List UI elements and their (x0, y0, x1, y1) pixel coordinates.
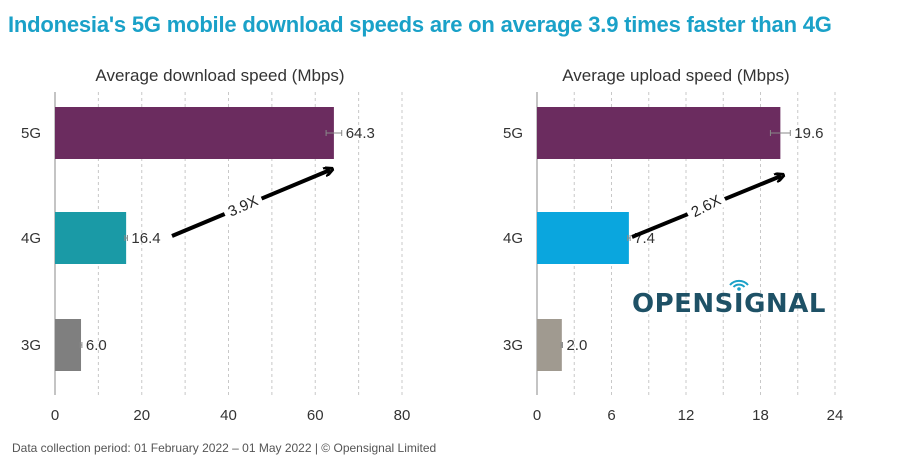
data-label: 2.0 (566, 337, 587, 354)
logo-text-end: GNAL (744, 289, 826, 319)
x-tick-label: 20 (133, 407, 150, 424)
arrow-ratio-label: 3.9X (226, 192, 261, 220)
logo-letter-i-with-signal: I (729, 279, 749, 319)
category-label: 4G (21, 230, 41, 247)
data-label: 19.6 (794, 125, 823, 142)
category-label: 3G (503, 337, 523, 354)
x-tick-label: 6 (607, 407, 615, 424)
opensignal-logo: OPENS I GNAL (632, 279, 826, 319)
category-label: 5G (21, 125, 41, 142)
category-label: 3G (21, 337, 41, 354)
x-tick-label: 0 (51, 407, 59, 424)
upload-speed-chart: Average upload speed (Mbps) 0 6 12 18 24 5G 19.… (503, 66, 843, 424)
arrow-label-bg (220, 187, 265, 223)
subplot-title: Average upload speed (Mbps) (562, 66, 789, 85)
bar-3g (55, 319, 82, 371)
bar-5g (55, 107, 334, 159)
bar-4g (537, 212, 629, 264)
footer-note: Data collection period: 01 February 2022… (12, 441, 437, 455)
bar-3g (537, 319, 562, 371)
category-label: 4G (503, 230, 523, 247)
bar-4g (55, 212, 127, 264)
x-tick-label: 24 (827, 407, 844, 424)
chart-title: Indonesia's 5G mobile download speeds ar… (8, 12, 832, 37)
subplot-title: Average download speed (Mbps) (95, 66, 344, 85)
bar-5g (537, 107, 781, 159)
x-tick-label: 40 (220, 407, 237, 424)
x-tick-label: 60 (307, 407, 324, 424)
x-tick-label: 0 (533, 407, 541, 424)
download-speed-chart: Average download speed (Mbps) 0 20 40 60 80 5G… (21, 66, 410, 424)
data-label: 16.4 (131, 230, 160, 247)
arrow-label-bg (683, 187, 728, 224)
x-tick-label: 80 (394, 407, 411, 424)
logo-text-start: OPENS (632, 289, 734, 319)
logo-letter-i: I (733, 289, 745, 319)
x-tick-label: 12 (678, 407, 695, 424)
category-label: 5G (503, 125, 523, 142)
wifi-signal-icon (729, 279, 749, 291)
x-tick-label: 18 (752, 407, 769, 424)
data-label: 64.3 (346, 125, 375, 142)
data-label: 6.0 (86, 337, 107, 354)
